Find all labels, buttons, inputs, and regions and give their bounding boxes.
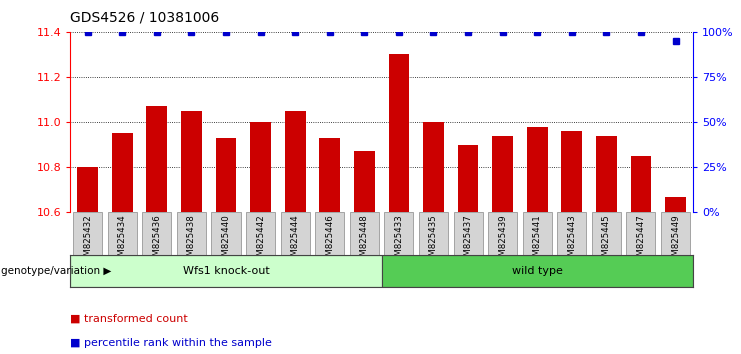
Bar — [453, 212, 482, 255]
Text: GSM825449: GSM825449 — [671, 214, 680, 267]
Bar — [181, 111, 202, 212]
Bar — [216, 138, 236, 212]
Text: GDS4526 / 10381006: GDS4526 / 10381006 — [70, 11, 219, 25]
Bar — [596, 136, 617, 212]
Bar — [319, 138, 340, 212]
Bar — [419, 212, 448, 255]
Bar — [142, 212, 171, 255]
Bar — [281, 212, 310, 255]
Bar — [382, 255, 693, 287]
Text: wild type: wild type — [512, 266, 562, 276]
Text: GSM825436: GSM825436 — [153, 214, 162, 267]
Bar — [522, 212, 552, 255]
Bar — [626, 212, 656, 255]
Bar — [246, 212, 275, 255]
Bar — [562, 131, 582, 212]
Bar — [77, 167, 98, 212]
Bar — [315, 212, 345, 255]
Text: GSM825437: GSM825437 — [464, 214, 473, 267]
Bar — [423, 122, 444, 212]
Bar — [488, 212, 517, 255]
Text: GSM825441: GSM825441 — [533, 214, 542, 267]
Text: GSM825435: GSM825435 — [429, 214, 438, 267]
Bar — [527, 127, 548, 212]
Text: genotype/variation ▶: genotype/variation ▶ — [1, 266, 111, 276]
Bar — [631, 156, 651, 212]
Bar — [661, 212, 690, 255]
Bar — [354, 152, 375, 212]
Bar — [177, 212, 206, 255]
Bar — [70, 255, 382, 287]
Bar — [112, 133, 133, 212]
Text: GSM825438: GSM825438 — [187, 214, 196, 267]
Text: GSM825432: GSM825432 — [83, 214, 92, 267]
Text: GSM825445: GSM825445 — [602, 214, 611, 267]
Bar — [250, 122, 271, 212]
Bar — [107, 212, 137, 255]
Text: GSM825440: GSM825440 — [222, 214, 230, 267]
Text: GSM825446: GSM825446 — [325, 214, 334, 267]
Text: ■ transformed count: ■ transformed count — [70, 314, 188, 324]
Bar — [147, 106, 167, 212]
Bar — [73, 212, 102, 255]
Text: GSM825433: GSM825433 — [394, 214, 403, 267]
Text: GSM825447: GSM825447 — [637, 214, 645, 267]
Bar — [385, 212, 413, 255]
Text: GSM825442: GSM825442 — [256, 214, 265, 267]
Bar — [557, 212, 586, 255]
Text: Wfs1 knock-out: Wfs1 knock-out — [182, 266, 270, 276]
Bar — [388, 55, 409, 212]
Bar — [592, 212, 621, 255]
Bar — [285, 111, 305, 212]
Text: GSM825439: GSM825439 — [498, 214, 507, 267]
Text: GSM825448: GSM825448 — [360, 214, 369, 267]
Text: GSM825444: GSM825444 — [290, 214, 299, 267]
Text: GSM825443: GSM825443 — [568, 214, 576, 267]
Bar — [492, 136, 513, 212]
Bar — [211, 212, 241, 255]
Bar — [350, 212, 379, 255]
Bar — [665, 196, 686, 212]
Bar — [458, 145, 479, 212]
Text: GSM825434: GSM825434 — [118, 214, 127, 267]
Text: ■ percentile rank within the sample: ■ percentile rank within the sample — [70, 338, 272, 348]
